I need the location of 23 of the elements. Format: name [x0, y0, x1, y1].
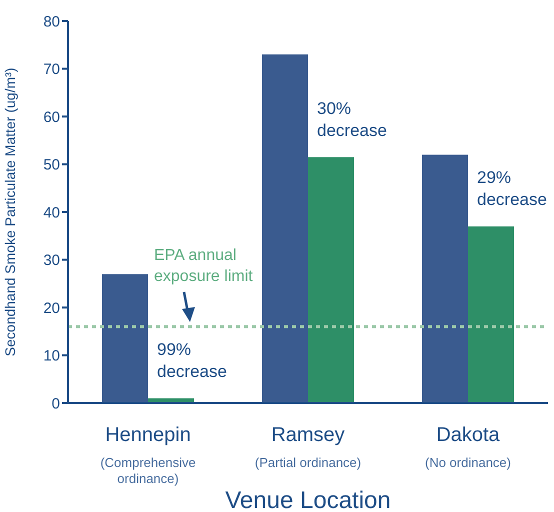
annotation: 99% decrease	[157, 339, 228, 384]
x-axis-title: Venue Location	[225, 487, 391, 512]
bar	[308, 157, 354, 403]
y-tick-label: 0	[52, 395, 60, 412]
annotation: 29% decrease	[477, 167, 548, 212]
bar	[422, 154, 468, 403]
y-axis-title: Secondhand Smoke Particulate Matter (ug/m³)	[2, 68, 18, 356]
x-tick-label: Dakota (No ordinance)	[425, 424, 511, 470]
y-tick-label: 40	[43, 204, 60, 222]
y-tick-label: 10	[43, 348, 60, 365]
bar	[468, 226, 514, 403]
ref-line-label: EPA annual exposure limit	[154, 246, 254, 287]
y-tick-label: 70	[43, 61, 60, 78]
y-tick-label: 50	[43, 156, 60, 174]
x-tick-label: Hennepin (Comprehensive ordinance)	[100, 424, 196, 486]
y-tick-label: 60	[43, 108, 60, 126]
y-tick-label: 20	[43, 300, 60, 317]
y-tick-label: 30	[43, 252, 60, 270]
bar	[262, 54, 308, 403]
x-tick-label: Ramsey (Partial ordinance)	[254, 424, 362, 470]
y-tick-label: 80	[43, 13, 60, 30]
annotation: 30% decrease	[317, 98, 388, 142]
bar	[102, 274, 148, 403]
